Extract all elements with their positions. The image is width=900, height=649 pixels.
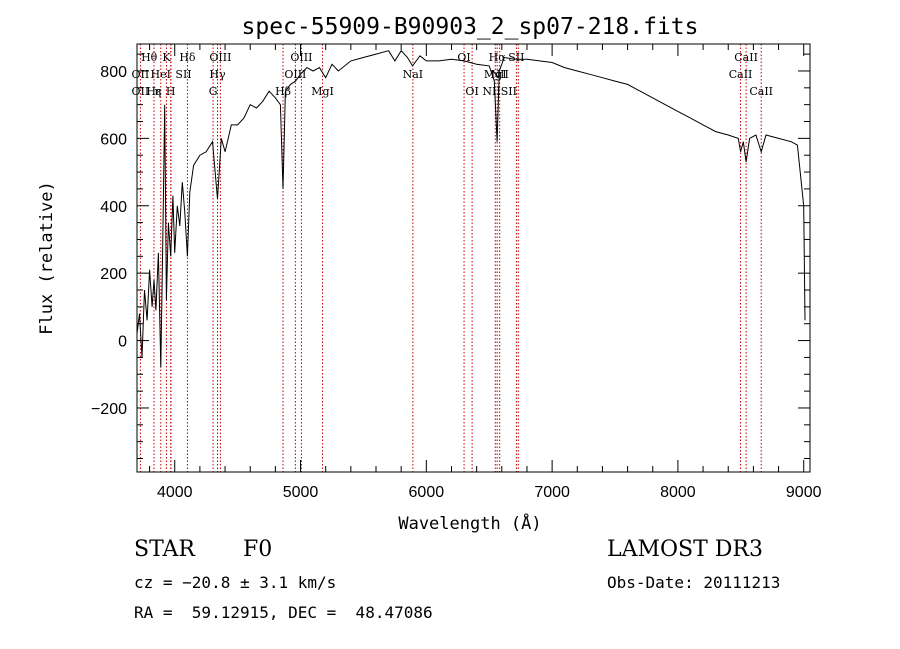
coordinates: RA = 59.12915, DEC = 48.47086 xyxy=(134,603,433,622)
y-tick-label: 400 xyxy=(100,199,127,216)
line-label: NII xyxy=(491,68,509,81)
axis-ticks: 4000 5000 6000 7000 8000 9000 −200 0 200 400 600 80… xyxy=(91,44,822,501)
x-tick-label: 6000 xyxy=(409,484,445,501)
object-subclass: F0 xyxy=(243,537,273,562)
line-label: MgI xyxy=(311,85,334,98)
line-label: OIII xyxy=(290,51,312,64)
y-tick-label: 600 xyxy=(100,131,127,148)
line-label: OII xyxy=(132,68,150,81)
line-label: HeI xyxy=(151,68,171,81)
spectral-lines xyxy=(139,44,762,472)
line-label: NaI xyxy=(403,68,424,81)
line-label: OIII xyxy=(284,68,306,81)
line-label: K xyxy=(162,51,171,64)
object-class: STAR xyxy=(134,537,195,562)
line-label: OI xyxy=(465,85,478,98)
x-tick-label: 5000 xyxy=(283,484,319,501)
line-label: OIII xyxy=(209,51,231,64)
y-tick-label: 800 xyxy=(100,64,127,81)
line-label: G xyxy=(209,85,218,98)
line-label: CaII xyxy=(734,51,758,64)
line-label: Hε xyxy=(146,85,162,98)
line-label: Hδ xyxy=(179,51,196,64)
line-label: CaII xyxy=(729,68,753,81)
plot-frame xyxy=(136,43,811,473)
chart-title: spec-55909-B90903_2_sp07-218.fits xyxy=(242,14,699,40)
line-label: SII xyxy=(508,51,524,64)
x-axis-label: Wavelength (Å) xyxy=(398,512,541,534)
line-label: OI xyxy=(457,51,470,64)
survey-name: LAMOST DR3 xyxy=(607,537,763,562)
line-label: CaII xyxy=(749,85,773,98)
y-tick-label: 0 xyxy=(118,334,127,351)
spectrum-line xyxy=(136,49,806,368)
line-label: η xyxy=(154,85,161,98)
y-tick-label: 200 xyxy=(100,266,127,283)
line-label: OII xyxy=(132,85,150,98)
line-label: Hγ xyxy=(209,68,226,81)
line-label: SII xyxy=(175,68,191,81)
observation-date: Obs-Date: 20111213 xyxy=(607,573,781,592)
line-label: Hβ xyxy=(275,85,291,98)
x-tick-label: 9000 xyxy=(786,484,822,501)
line-label: Hθ xyxy=(141,51,158,64)
x-tick-label: 8000 xyxy=(660,484,696,501)
spectrum-series xyxy=(136,49,806,368)
line-label: NIISII xyxy=(482,85,517,98)
line-label: H xyxy=(166,85,176,98)
line-label: Hα xyxy=(489,51,507,64)
y-axis-label: Flux (relative) xyxy=(37,181,57,335)
line-label: MgI xyxy=(484,68,507,81)
x-tick-label: 7000 xyxy=(534,484,570,501)
redshift-velocity: cz = −20.8 ± 3.1 km/s xyxy=(134,573,337,592)
x-tick-label: 4000 xyxy=(157,484,193,501)
y-tick-label: −200 xyxy=(91,401,127,418)
